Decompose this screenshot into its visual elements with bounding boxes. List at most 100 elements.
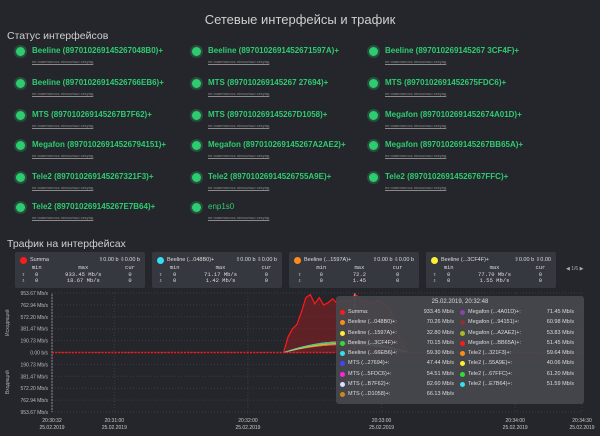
status-dot-icon [192, 141, 201, 150]
x-tick-date: 25.02.2019 [39, 425, 64, 431]
interface-name: Megafon (897010269145267A2AE2)+ [208, 140, 346, 149]
card-io: ⇧0.00 b ⇩0.00 b [98, 257, 140, 263]
tooltip-row: Beeline (...1597A)+: 32.80 Mb/s [340, 329, 460, 339]
series-color-icon [340, 310, 345, 315]
tooltip-row: Megafon (...4A01D)+: 71.45 Mb/s [460, 308, 580, 318]
interface-status: не изменялось несколько секунд [32, 91, 94, 96]
y-tick-label: 572.20 Mb/s [20, 386, 48, 392]
status-dot-icon [16, 47, 25, 56]
series-color-icon [460, 351, 465, 357]
interface-status: не изменялось несколько секунд [385, 91, 447, 96]
arrow-down-icon: ⇩ [158, 277, 163, 284]
y-tick-label: 381.47 Mb/s [20, 374, 48, 380]
tooltip-row: MTS (...B7F62)+: 82.60 Mb/s [340, 380, 460, 390]
interface-name: Beeline (89701026914526766EB6)+ [32, 78, 164, 87]
tooltip-row: Tele2 (...67FFC)+: 61.20 Mb/s [460, 370, 580, 380]
tooltip-row: Summa: 933.45 Mb/s [340, 308, 460, 318]
interface-name: Megafon (8970102691452674A01D)+ [385, 110, 522, 119]
status-dot-icon [369, 79, 378, 88]
status-dot-icon [192, 79, 201, 88]
interface-name: Beeline (897010269145267 3CF4F)+ [385, 46, 520, 55]
series-color-icon [460, 310, 465, 315]
traffic-card[interactable]: Beeline (...048B0)+ ⇧0.00 b ⇩0.00 b min m… [152, 252, 282, 288]
next-icon[interactable]: ▶ [578, 266, 584, 272]
status-dot-icon [16, 79, 25, 88]
arrow-down-icon: ⇩ [297, 277, 302, 284]
series-color-icon [460, 320, 465, 326]
series-color-icon [340, 361, 345, 367]
tooltip-row: Beeline (...048B0)+: 70.26 Mb/s [340, 318, 460, 328]
interface-status: не изменялось несколько секунд [32, 215, 94, 220]
series-color-icon [431, 257, 438, 264]
interface-status: не изменялось несколько секунд [385, 123, 447, 128]
traffic-card[interactable]: Beeline (...1597A)+ ⇧0.00 b ⇩0.00 b min m… [289, 252, 419, 288]
traffic-heading: Трафик на интерфейсах [7, 238, 126, 250]
y-tick-label: 190.73 Mb/s [20, 339, 48, 345]
tooltip-row: MTS (...D1058)+: 66.13 Mb/s [340, 390, 460, 400]
tooltip-row: Beeline (...3CF4F)+: 70.15 Mb/s [340, 339, 460, 349]
prev-icon[interactable]: ◀ [566, 266, 572, 272]
x-tick-time: 20:31:00 [105, 418, 125, 424]
y-tick-label: 0.00 b/s [30, 351, 48, 357]
y-tick-label: 190.73 Mb/s [20, 362, 48, 368]
arrow-down-icon: ⇩ [21, 277, 25, 284]
status-dot-icon [192, 47, 201, 56]
card-io: ⇧0.00 b ⇩0.00 b [372, 257, 414, 263]
interface-status: не изменялось несколько секунд [208, 91, 270, 96]
interface-status: не изменялось несколько секунд [385, 59, 447, 64]
status-dot-icon [369, 47, 378, 56]
interface-name: Tele2 (89701026914526767FFC)+ [385, 172, 509, 181]
card-io: ⇧0.00 b ⇩0.00 [514, 257, 551, 263]
status-dot-icon [16, 173, 25, 182]
interface-status: не изменялось несколько секунд [208, 153, 270, 158]
tooltip-row: Tele2 (...55A9E)+: 40.06 Mb/s [460, 359, 580, 369]
chart-tooltip: 25.02.2019, 20:32:48 Summa: 933.45 Mb/s Be… [336, 296, 584, 404]
x-tick-date: 25.02.2019 [102, 425, 127, 431]
status-dot-icon [369, 111, 378, 120]
interface-name: Beeline (897010269145267048B0)+ [32, 46, 163, 55]
status-dot-icon [369, 141, 378, 150]
tooltip-row: MTS (...5FDC6)+: 54.51 Mb/s [340, 370, 460, 380]
y-tick-label: 381.47 Mb/s [20, 327, 48, 333]
status-dot-icon [16, 111, 25, 120]
status-dot-icon [369, 173, 378, 182]
traffic-card[interactable]: Beeline (...3CF4F)+ ⇧0.00 b ⇩0.00 min max… [426, 252, 556, 288]
arrow-up-icon: ⇧ [297, 270, 302, 278]
cards-pager[interactable]: ◀ 1/6 ▶ [566, 266, 584, 272]
card-stats: min max cur ⇧ 0 71.17 Mb/s 0 ⇩ 0 1.42 Mb/s 0 [158, 264, 272, 284]
status-dot-icon [16, 141, 25, 150]
interface-name: enp1s0 [208, 202, 235, 211]
interface-name: MTS (897010269145267B7F62)+ [32, 110, 152, 119]
interface-name: Beeline (8970102691452671597A)+ [208, 46, 339, 55]
card-stats: min max cur ⇧ 0 933.45 Mb/s 0 ⇩ 0 18.67 Mb/s 0 [21, 264, 135, 284]
series-color-icon [340, 330, 345, 336]
y-label-incoming: Входящий [4, 370, 11, 394]
tooltip-time: 25.02.2019, 20:32:48 [431, 299, 489, 305]
series-color-icon [157, 257, 164, 264]
interface-name: MTS (897010269145267D1058)+ [208, 110, 328, 119]
arrow-up-icon: ⇧ [432, 270, 437, 278]
interface-name: Tele2 (897010269145267321F3)+ [32, 172, 154, 181]
y-tick-label: 762.94 Mb/s [20, 303, 48, 309]
interface-status: не изменялось несколько секунд [32, 59, 94, 64]
x-tick-time: 20:30:32 [42, 418, 62, 424]
y-tick-label: 953.67 Mb/s [20, 291, 48, 297]
x-tick-date: 25.02.2019 [569, 425, 594, 431]
card-stats: min max cur ⇧ 0 72.2 0 ⇩ 0 1.45 0 [294, 264, 414, 285]
series-color-icon [460, 330, 465, 336]
interface-status: не изменялось несколько секунд [32, 153, 94, 158]
traffic-card[interactable]: Summa ⇧0.00 b ⇩0.00 b min max cur ⇧ 0 933.45… [15, 252, 145, 288]
tooltip-row: MTS (...27694)+: 47.44 Mb/s [340, 359, 460, 369]
interface-status: не изменялось несколько секунд [32, 185, 94, 190]
card-name: Beeline (...1597A)+ [304, 257, 352, 263]
y-tick-label: 953.67 Mb/s [20, 410, 48, 416]
series-color-icon [340, 320, 345, 326]
status-dot-icon [16, 203, 25, 212]
series-color-icon [340, 371, 345, 377]
card-name: Summa [30, 257, 49, 263]
tooltip-row: Megafon (...BB65A)+: 51.45 Mb/s [460, 339, 580, 349]
y-label-outgoing: Исходящий [4, 309, 11, 336]
interface-status: не изменялось несколько секунд [208, 185, 270, 190]
x-tick-time: 20:33:00 [372, 418, 392, 424]
status-dot-icon [192, 111, 201, 120]
